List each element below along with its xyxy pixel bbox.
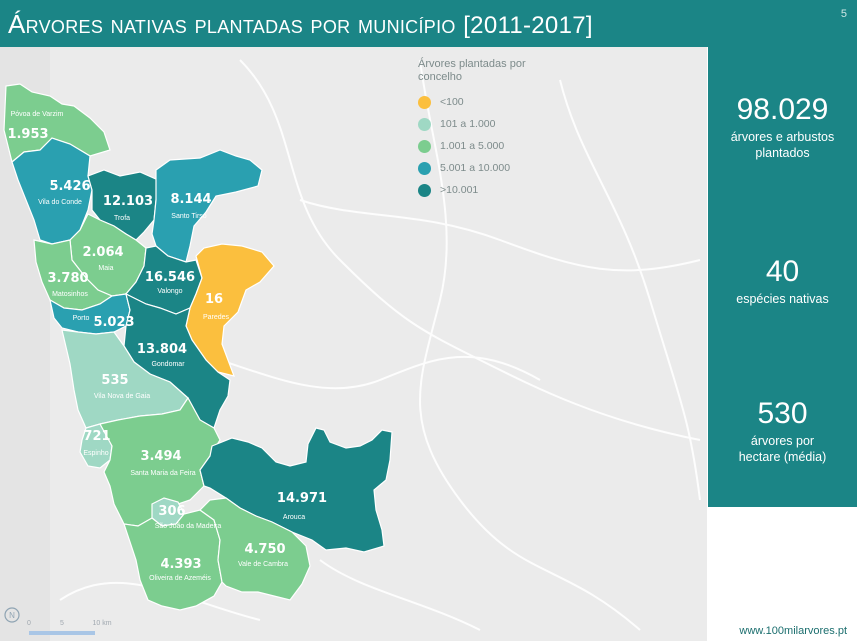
municipality-map: 1.953 5.426 12.103 8.144 2.064 3.780 16.… [0, 47, 707, 641]
stat-trees-per-hectare: 530 árvores por hectare (média) [708, 397, 857, 465]
value-santo-tirso: 8.144 [170, 192, 211, 207]
value-gondomar: 13.804 [137, 342, 187, 357]
title-years: [2011-2017] [463, 12, 593, 39]
name-espinho: Espinho [83, 450, 108, 457]
value-vila-nova-de-gaia: 535 [101, 373, 128, 388]
value-paredes: 16 [205, 292, 223, 307]
legend-item: >10.001 [418, 182, 548, 204]
name-porto: Porto [73, 315, 90, 322]
legend-item: 101 a 1.000 [418, 116, 548, 138]
name-valongo: Valongo [157, 288, 182, 295]
name-trofa: Trofa [114, 215, 130, 222]
scale-bar: 0 5 10 km [27, 620, 112, 635]
legend-item: 1.001 a 5.000 [418, 138, 548, 160]
page-title: Árvores nativas plantadas por município … [8, 9, 593, 40]
municipality-trofa [87, 169, 159, 241]
stat-native-species: 40 espécies nativas [708, 255, 857, 307]
scale-tick-5: 5 [60, 620, 64, 627]
name-matosinhos: Matosinhos [52, 291, 88, 298]
name-gondomar: Gondomar [151, 361, 185, 368]
name-povoa-de-varzim: Póvoa de Varzim [11, 111, 64, 118]
value-sao-joao-da-madeira: 306 [158, 504, 185, 519]
name-vila-do-conde: Vila do Conde [38, 199, 82, 206]
scale-bar-line [29, 631, 95, 635]
name-santa-maria-da-feira: Santa Maria da Feira [130, 470, 195, 477]
value-matosinhos: 3.780 [47, 271, 88, 286]
value-oliveira-de-azemeis: 4.393 [160, 557, 201, 572]
legend-label: <100 [440, 96, 464, 108]
value-maia: 2.064 [82, 245, 123, 260]
municipality-santo-tirso [151, 149, 263, 263]
municipality-vale-de-cambra [199, 497, 311, 601]
name-vale-de-cambra: Vale de Cambra [238, 561, 288, 568]
stat-value: 98.029 [736, 93, 829, 126]
legend-item: <100 [418, 94, 548, 116]
compass-letter: N [9, 611, 15, 620]
name-santo-tirso: Santo Tirso [171, 213, 207, 220]
stat-label: espécies nativas [736, 292, 829, 306]
legend-swatch [418, 162, 431, 175]
value-trofa: 12.103 [103, 194, 153, 209]
legend-label: 5.001 a 10.000 [440, 162, 511, 174]
value-arouca: 14.971 [277, 491, 327, 506]
legend-swatch [418, 184, 431, 197]
legend-swatch [418, 96, 431, 109]
value-vila-do-conde: 5.426 [49, 179, 90, 194]
value-valongo: 16.546 [145, 270, 195, 285]
header-bar: Árvores nativas plantadas por município … [0, 0, 857, 47]
legend-label: 101 a 1.000 [440, 118, 496, 130]
legend-label: 1.001 a 5.000 [440, 140, 505, 152]
legend-swatch [418, 140, 431, 153]
title-main: Árvores nativas plantadas por município [8, 9, 456, 39]
stat-trees-planted: 98.029 árvores e arbustos plantados [708, 93, 857, 161]
name-oliveira-de-azemeis: Oliveira de Azeméis [149, 575, 211, 582]
scale-tick-0: 0 [27, 620, 31, 627]
stats-panel: 98.029 árvores e arbustos plantados 40 e… [708, 47, 857, 507]
scale-tick-10: 10 km [92, 620, 111, 627]
value-espinho: 721 [83, 429, 110, 444]
value-porto: 5.023 [93, 315, 134, 330]
road-lines [59, 59, 701, 631]
footer-url[interactable]: www.100milarvores.pt [739, 625, 847, 637]
legend-title: Árvores plantadas por concelho [418, 58, 526, 83]
stat-value: 530 [757, 397, 808, 430]
name-arouca: Arouca [283, 514, 305, 521]
name-sao-joao-da-madeira: São João da Madeira [155, 523, 222, 530]
name-vila-nova-de-gaia: Vila Nova de Gaia [94, 393, 150, 400]
compass-icon: N [4, 607, 20, 623]
value-santa-maria-da-feira: 3.494 [140, 449, 181, 464]
stat-label: árvores e arbustos plantados [730, 130, 835, 160]
legend-label: >10.001 [440, 184, 479, 196]
legend-item: 5.001 a 10.000 [418, 160, 548, 182]
map-legend: Árvores plantadas por concelho <100 101 … [418, 58, 548, 204]
stat-value: 40 [765, 255, 800, 288]
page-number: 5 [840, 8, 847, 20]
value-povoa-de-varzim: 1.953 [7, 127, 48, 142]
legend-swatch [418, 118, 431, 131]
stat-label: árvores por hectare (média) [738, 434, 827, 464]
municipality-vila-do-conde [11, 137, 93, 245]
name-paredes: Paredes [203, 314, 230, 321]
value-vale-de-cambra: 4.750 [244, 542, 285, 557]
name-maia: Maia [98, 265, 113, 272]
